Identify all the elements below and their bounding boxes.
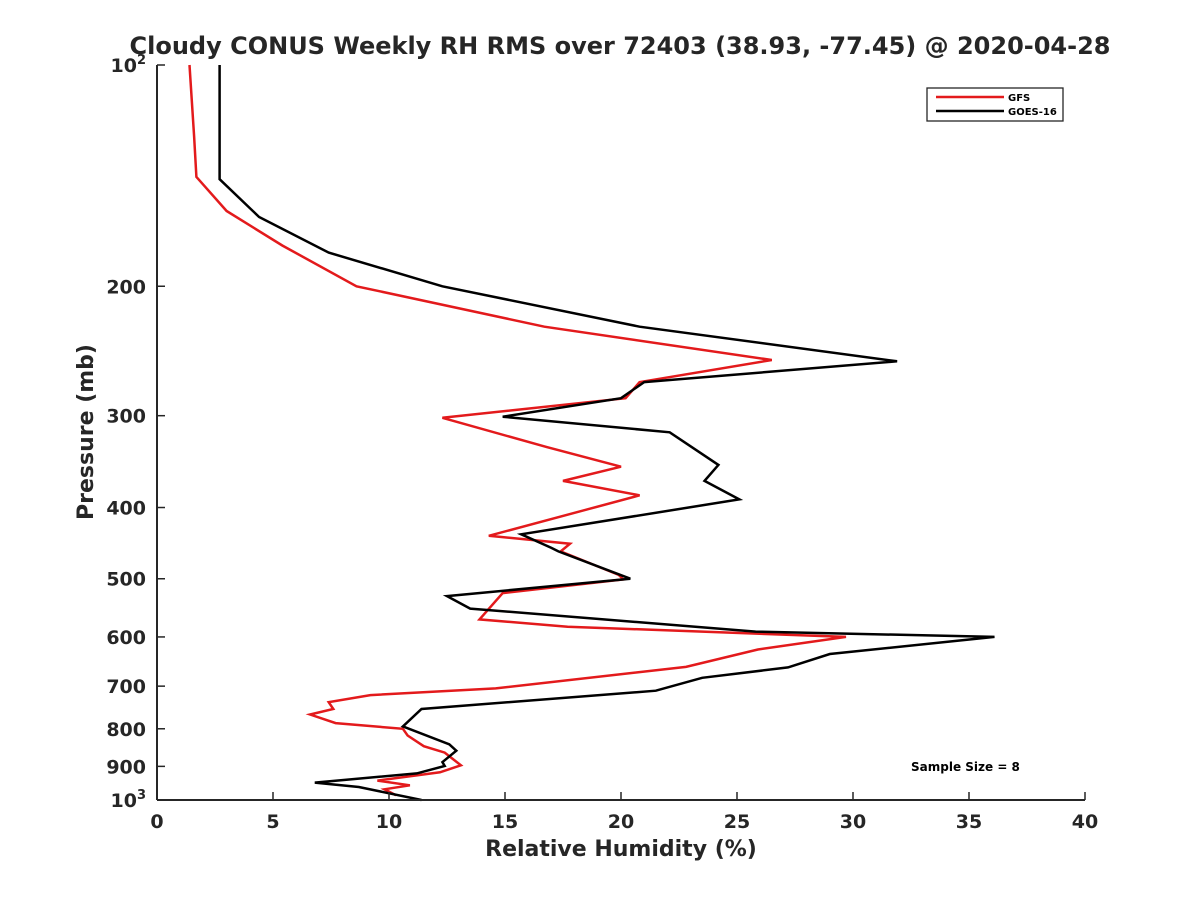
x-tick-label: 25 (724, 811, 750, 833)
series-line-goes16 (218, 65, 995, 802)
legend-label-gfs: GFS (1008, 93, 1030, 104)
series-line-gfs (188, 64, 847, 797)
x-axis-label: Relative Humidity (%) (485, 837, 757, 862)
x-tick-label: 30 (840, 811, 866, 833)
chart-title: Cloudy CONUS Weekly RH RMS over 72403 (3… (130, 32, 1111, 60)
y-ticks: 102 200 300 400 500 600 700 800 900 103 (106, 53, 165, 812)
y-tick-label: 700 (106, 676, 146, 698)
series-layer (188, 64, 995, 802)
x-tick-label: 5 (266, 811, 279, 833)
y-tick-label: 500 (106, 569, 146, 591)
legend-label-goes16: GOES-16 (1008, 107, 1057, 118)
x-tick-label: 35 (956, 811, 982, 833)
y-tick-label: 103 (111, 788, 147, 812)
y-tick-label: 900 (106, 756, 146, 778)
sample-size-annotation: Sample Size = 8 (911, 760, 1020, 774)
y-tick-label: 800 (106, 719, 146, 741)
y-tick-label: 400 (106, 498, 146, 520)
y-tick-label: 600 (106, 627, 146, 649)
y-tick-label: 200 (106, 276, 146, 298)
x-tick-label: 20 (608, 811, 634, 833)
x-tick-label: 10 (376, 811, 402, 833)
x-tick-label: 40 (1072, 811, 1098, 833)
x-tick-label: 15 (492, 811, 518, 833)
x-ticks: 0 5 10 15 20 25 30 35 40 (150, 792, 1098, 833)
y-tick-label: 300 (106, 406, 146, 428)
legend-box (926, 87, 1064, 122)
legend: GFS GOES-16 (926, 87, 1064, 122)
x-tick-label: 0 (150, 811, 163, 833)
y-tick-label: 102 (111, 53, 147, 77)
y-axis-label: Pressure (mb) (74, 344, 99, 520)
